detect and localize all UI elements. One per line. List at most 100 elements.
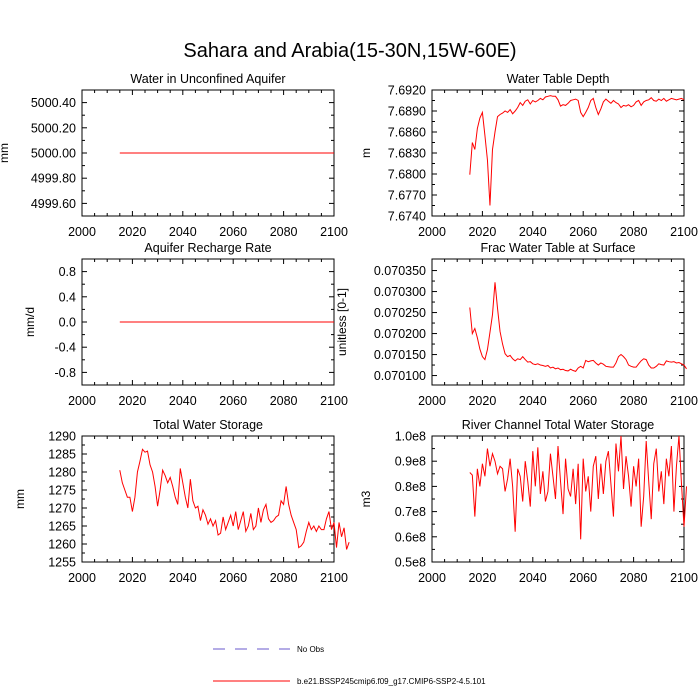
y-tick-label: 5000.40	[31, 96, 76, 110]
y-tick-label: 0.4	[59, 290, 76, 304]
y-tick-label: 7.6770	[388, 189, 426, 203]
legend: No Obs b.e21.BSSP245cmip6.f09_g17.CMIP6-…	[213, 645, 486, 686]
x-tick-label: 2000	[68, 394, 96, 408]
x-tick-label: 2000	[68, 225, 96, 239]
panel-water-unconfined-aquifer: Water in Unconfined Aquifer mm 2000 2020 204…	[0, 72, 348, 239]
x-tick-label: 2000	[418, 571, 446, 585]
y-axis-label: m3	[359, 490, 373, 507]
y-axis-label: mm/d	[23, 307, 37, 337]
x-tick-label: 2020	[118, 394, 146, 408]
y-tick-label: 7.6860	[388, 126, 426, 140]
x-tick-label: 2020	[468, 571, 496, 585]
series-line	[469, 95, 685, 206]
y-tick-label: 0.070350	[374, 264, 426, 278]
panel-frac-water-table-surface: Frac Water Table at Surface unitless [0-1…	[335, 241, 698, 408]
y-tick-label: 1275	[48, 484, 76, 498]
y-tick-label: 5000.00	[31, 147, 76, 161]
x-tick-label: 2100	[320, 571, 348, 585]
x-tick-label: 2060	[219, 225, 247, 239]
x-tick-label: 2080	[620, 394, 648, 408]
y-tick-label: 0.7e8	[395, 505, 426, 519]
y-tick-label: 0.8	[59, 265, 76, 279]
plot-frame	[431, 258, 685, 386]
y-tick-label: 1270	[48, 502, 76, 516]
x-tick-label: 2020	[468, 225, 496, 239]
y-axis-label: m	[359, 148, 373, 158]
x-tick-label: 2100	[670, 394, 698, 408]
y-tick-label: 0.070300	[374, 285, 426, 299]
y-axis-label: mm	[0, 143, 11, 163]
panel-aquifer-recharge-rate: Aquifer Recharge Rate mm/d 2000 2020 2040 206…	[23, 241, 348, 408]
panel-title: Aquifer Recharge Rate	[144, 241, 271, 255]
y-tick-label: 7.6830	[388, 147, 426, 161]
y-tick-label: 1265	[48, 520, 76, 534]
legend-label-model-run: b.e21.BSSP245cmip6.f09_g17.CMIP6-SSP2-4.…	[297, 677, 486, 686]
panel-river-channel-storage: River Channel Total Water Storage m3 2000 2…	[359, 418, 698, 585]
plot-frame	[81, 435, 335, 563]
x-tick-label: 2020	[118, 571, 146, 585]
y-tick-label: 0.8e8	[395, 480, 426, 494]
x-tick-label: 2080	[270, 571, 298, 585]
y-tick-label: 0.5e8	[395, 556, 426, 570]
y-tick-label: -0.4	[54, 341, 76, 355]
y-tick-label: 1280	[48, 466, 76, 480]
x-tick-label: 2080	[620, 571, 648, 585]
x-tick-label: 2080	[270, 394, 298, 408]
y-tick-label: 1260	[48, 538, 76, 552]
panel-title: Total Water Storage	[153, 418, 263, 432]
y-axis-label: unitless [0-1]	[335, 288, 349, 356]
x-tick-label: 2060	[219, 394, 247, 408]
series-line	[469, 282, 687, 372]
y-axis-label: mm	[13, 489, 27, 509]
series-line	[469, 435, 688, 540]
y-tick-label: 0.070100	[374, 369, 426, 383]
x-tick-label: 2020	[468, 394, 496, 408]
x-tick-label: 2060	[219, 571, 247, 585]
y-tick-label: 1.0e8	[395, 430, 426, 444]
y-tick-label: 0.070250	[374, 306, 426, 320]
plot-frame	[431, 89, 685, 217]
x-tick-label: 2000	[68, 571, 96, 585]
x-tick-label: 2040	[519, 571, 547, 585]
x-tick-label: 2060	[569, 571, 597, 585]
x-tick-label: 2060	[569, 225, 597, 239]
panel-total-water-storage: Total Water Storage mm 2000 2020 2040 2060 208…	[13, 418, 350, 585]
x-tick-label: 2040	[169, 571, 197, 585]
y-tick-label: 0.9e8	[395, 455, 426, 469]
y-tick-label: 7.6800	[388, 168, 426, 182]
x-tick-label: 2080	[270, 225, 298, 239]
x-tick-label: 2100	[670, 225, 698, 239]
y-tick-label: 0.6e8	[395, 530, 426, 544]
series-line	[119, 448, 350, 550]
x-tick-label: 2040	[169, 225, 197, 239]
x-tick-label: 2060	[569, 394, 597, 408]
y-tick-label: 1290	[48, 430, 76, 444]
panel-title: Water in Unconfined Aquifer	[130, 72, 285, 86]
legend-label-no-obs: No Obs	[297, 645, 324, 654]
y-tick-label: 4999.80	[31, 172, 76, 186]
y-tick-label: 1255	[48, 556, 76, 570]
x-tick-label: 2000	[418, 225, 446, 239]
y-tick-label: 1285	[48, 448, 76, 462]
panel-title: Water Table Depth	[507, 72, 610, 86]
figure-title: Sahara and Arabia(15-30N,15W-60E)	[183, 40, 516, 62]
x-tick-label: 2100	[320, 225, 348, 239]
x-tick-label: 2100	[670, 571, 698, 585]
x-tick-label: 2080	[620, 225, 648, 239]
x-tick-label: 2100	[320, 394, 348, 408]
y-tick-label: 4999.60	[31, 197, 76, 211]
x-tick-label: 2040	[519, 225, 547, 239]
y-tick-label: 7.6740	[388, 210, 426, 224]
y-tick-label: 5000.20	[31, 121, 76, 135]
y-tick-label: 0.0	[59, 316, 76, 330]
y-tick-label: 0.070150	[374, 348, 426, 362]
x-tick-label: 2000	[418, 394, 446, 408]
x-tick-label: 2040	[169, 394, 197, 408]
y-tick-label: 7.6920	[388, 84, 426, 98]
x-tick-label: 2040	[519, 394, 547, 408]
y-tick-label: 7.6890	[388, 105, 426, 119]
panel-title: Frac Water Table at Surface	[481, 241, 636, 255]
y-tick-label: -0.8	[54, 366, 76, 380]
panel-title: River Channel Total Water Storage	[462, 418, 655, 432]
